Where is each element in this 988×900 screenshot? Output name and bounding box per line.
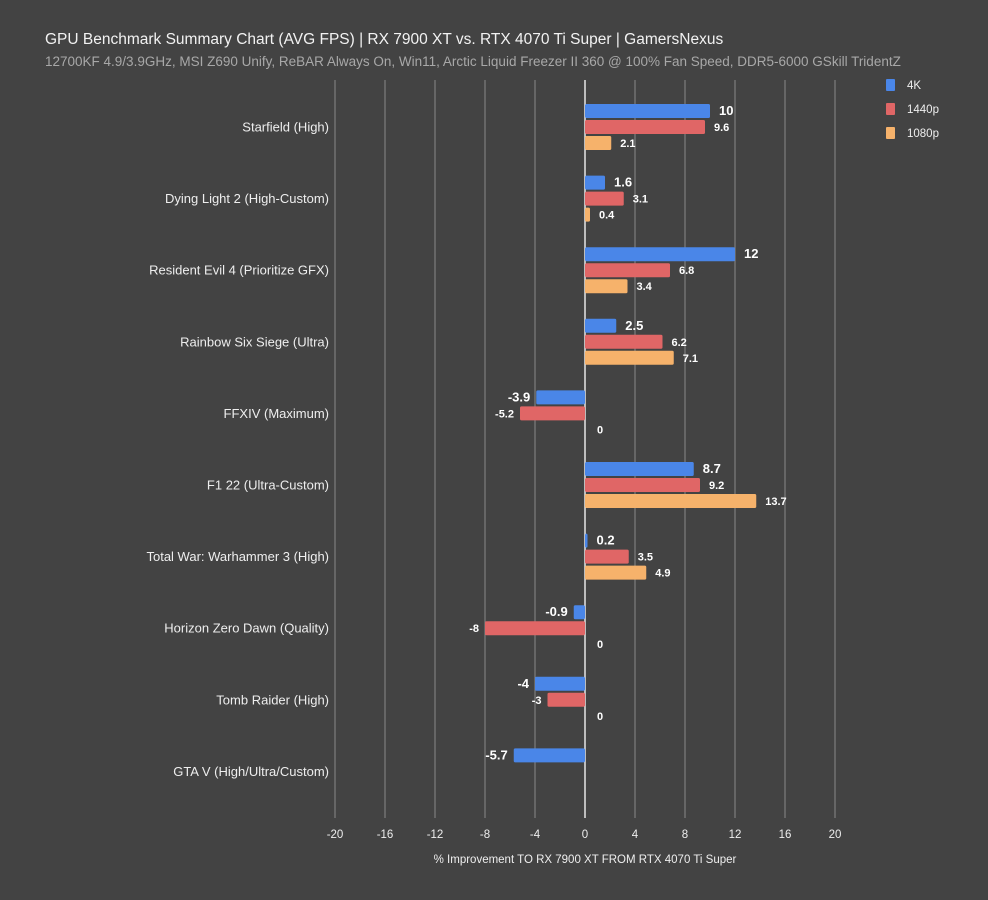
- bar-1440p: [585, 191, 624, 206]
- category-label: Rainbow Six Siege (Ultra): [180, 334, 329, 349]
- bar-4k: [585, 104, 710, 118]
- bar-1440p: [585, 549, 629, 564]
- bar-1440p: [585, 263, 670, 278]
- data-label: 3.5: [638, 552, 653, 564]
- bar-4k: [585, 533, 588, 548]
- legend-swatch-1080p: [886, 127, 895, 139]
- bar-1080p: [585, 207, 590, 222]
- category-label: F1 22 (Ultra-Custom): [207, 478, 329, 493]
- data-label: 2.5: [625, 318, 643, 333]
- bar-1080p: [585, 565, 647, 580]
- data-label: -3: [532, 695, 542, 707]
- legend-label: 1080p: [907, 128, 939, 140]
- data-label: 6.2: [672, 337, 687, 349]
- category-label: Total War: Warhammer 3 (High): [146, 549, 329, 564]
- data-label: 3.1: [633, 194, 648, 206]
- bar-1440p: [520, 406, 585, 421]
- category-label: Tomb Raider (High): [216, 692, 329, 707]
- bar-1440p: [585, 478, 700, 492]
- bar-1080p: [585, 350, 674, 365]
- data-label: 12: [744, 246, 758, 261]
- data-label: 0: [597, 711, 603, 723]
- bar-4k: [585, 318, 617, 333]
- data-label: 1.6: [614, 175, 632, 190]
- data-label: 8.7: [703, 461, 721, 476]
- x-tick-label: 4: [632, 829, 639, 841]
- x-tick-label: 20: [829, 829, 842, 841]
- data-label: 13.7: [765, 496, 786, 508]
- bar-4k: [513, 748, 585, 763]
- x-tick-label: -8: [480, 829, 490, 841]
- x-tick-label: -20: [327, 829, 344, 841]
- data-label: 0.2: [597, 533, 615, 548]
- x-tick-label: 8: [682, 829, 688, 841]
- data-label: 10: [719, 103, 733, 118]
- data-label: -0.9: [545, 604, 567, 619]
- bar-4k: [585, 247, 735, 262]
- bar-1440p: [585, 334, 663, 349]
- x-axis-label: % Improvement TO RX 7900 XT FROM RTX 407…: [434, 854, 737, 866]
- category-label: Horizon Zero Dawn (Quality): [164, 621, 329, 636]
- data-label: -4: [517, 676, 529, 691]
- category-label: Resident Evil 4 (Prioritize GFX): [149, 263, 329, 278]
- bar-4k: [585, 462, 694, 476]
- legend-swatch-4k: [886, 79, 895, 91]
- bar-4k: [585, 175, 605, 190]
- chart-title: GPU Benchmark Summary Chart (AVG FPS) | …: [45, 31, 724, 48]
- category-label: GTA V (High/Ultra/Custom): [173, 764, 329, 779]
- x-tick-label: 0: [582, 829, 588, 841]
- bar-1080p: [585, 279, 628, 294]
- legend-swatch-1440p: [886, 103, 895, 115]
- data-label: 3.4: [637, 281, 653, 293]
- legend-label: 4K: [907, 80, 921, 92]
- legend-label: 1440p: [907, 104, 939, 116]
- data-label: 0: [597, 639, 603, 651]
- category-label: Starfield (High): [242, 120, 329, 135]
- x-tick-label: -4: [530, 829, 541, 841]
- data-label: -5.7: [485, 747, 507, 762]
- data-label: 0.4: [599, 210, 615, 222]
- x-tick-label: 16: [779, 829, 792, 841]
- x-tick-label: -12: [427, 829, 444, 841]
- data-label: 6.8: [679, 265, 694, 277]
- data-label: -8: [469, 623, 479, 635]
- data-label: 7.1: [683, 353, 698, 365]
- data-label: -3.9: [508, 389, 530, 404]
- data-label: 9.2: [709, 480, 724, 492]
- category-label: Dying Light 2 (High-Custom): [165, 191, 329, 206]
- bar-4k: [536, 390, 585, 405]
- bar-1080p: [585, 136, 612, 150]
- chart-subtitle: 12700KF 4.9/3.9GHz, MSI Z690 Unify, ReBA…: [45, 54, 901, 69]
- x-tick-label: 12: [729, 829, 742, 841]
- bar-4k: [573, 605, 585, 620]
- data-label: -5.2: [495, 408, 514, 420]
- bar-1080p: [585, 494, 757, 508]
- data-label: 0: [597, 424, 603, 436]
- bar-4k: [535, 676, 585, 691]
- x-tick-label: -16: [377, 829, 394, 841]
- bar-1440p: [547, 692, 585, 707]
- category-label: FFXIV (Maximum): [224, 406, 329, 421]
- data-label: 9.6: [714, 122, 729, 134]
- bar-1440p: [485, 621, 585, 636]
- bar-1440p: [585, 120, 705, 134]
- data-label: 2.1: [620, 138, 635, 150]
- data-label: 4.9: [655, 568, 670, 580]
